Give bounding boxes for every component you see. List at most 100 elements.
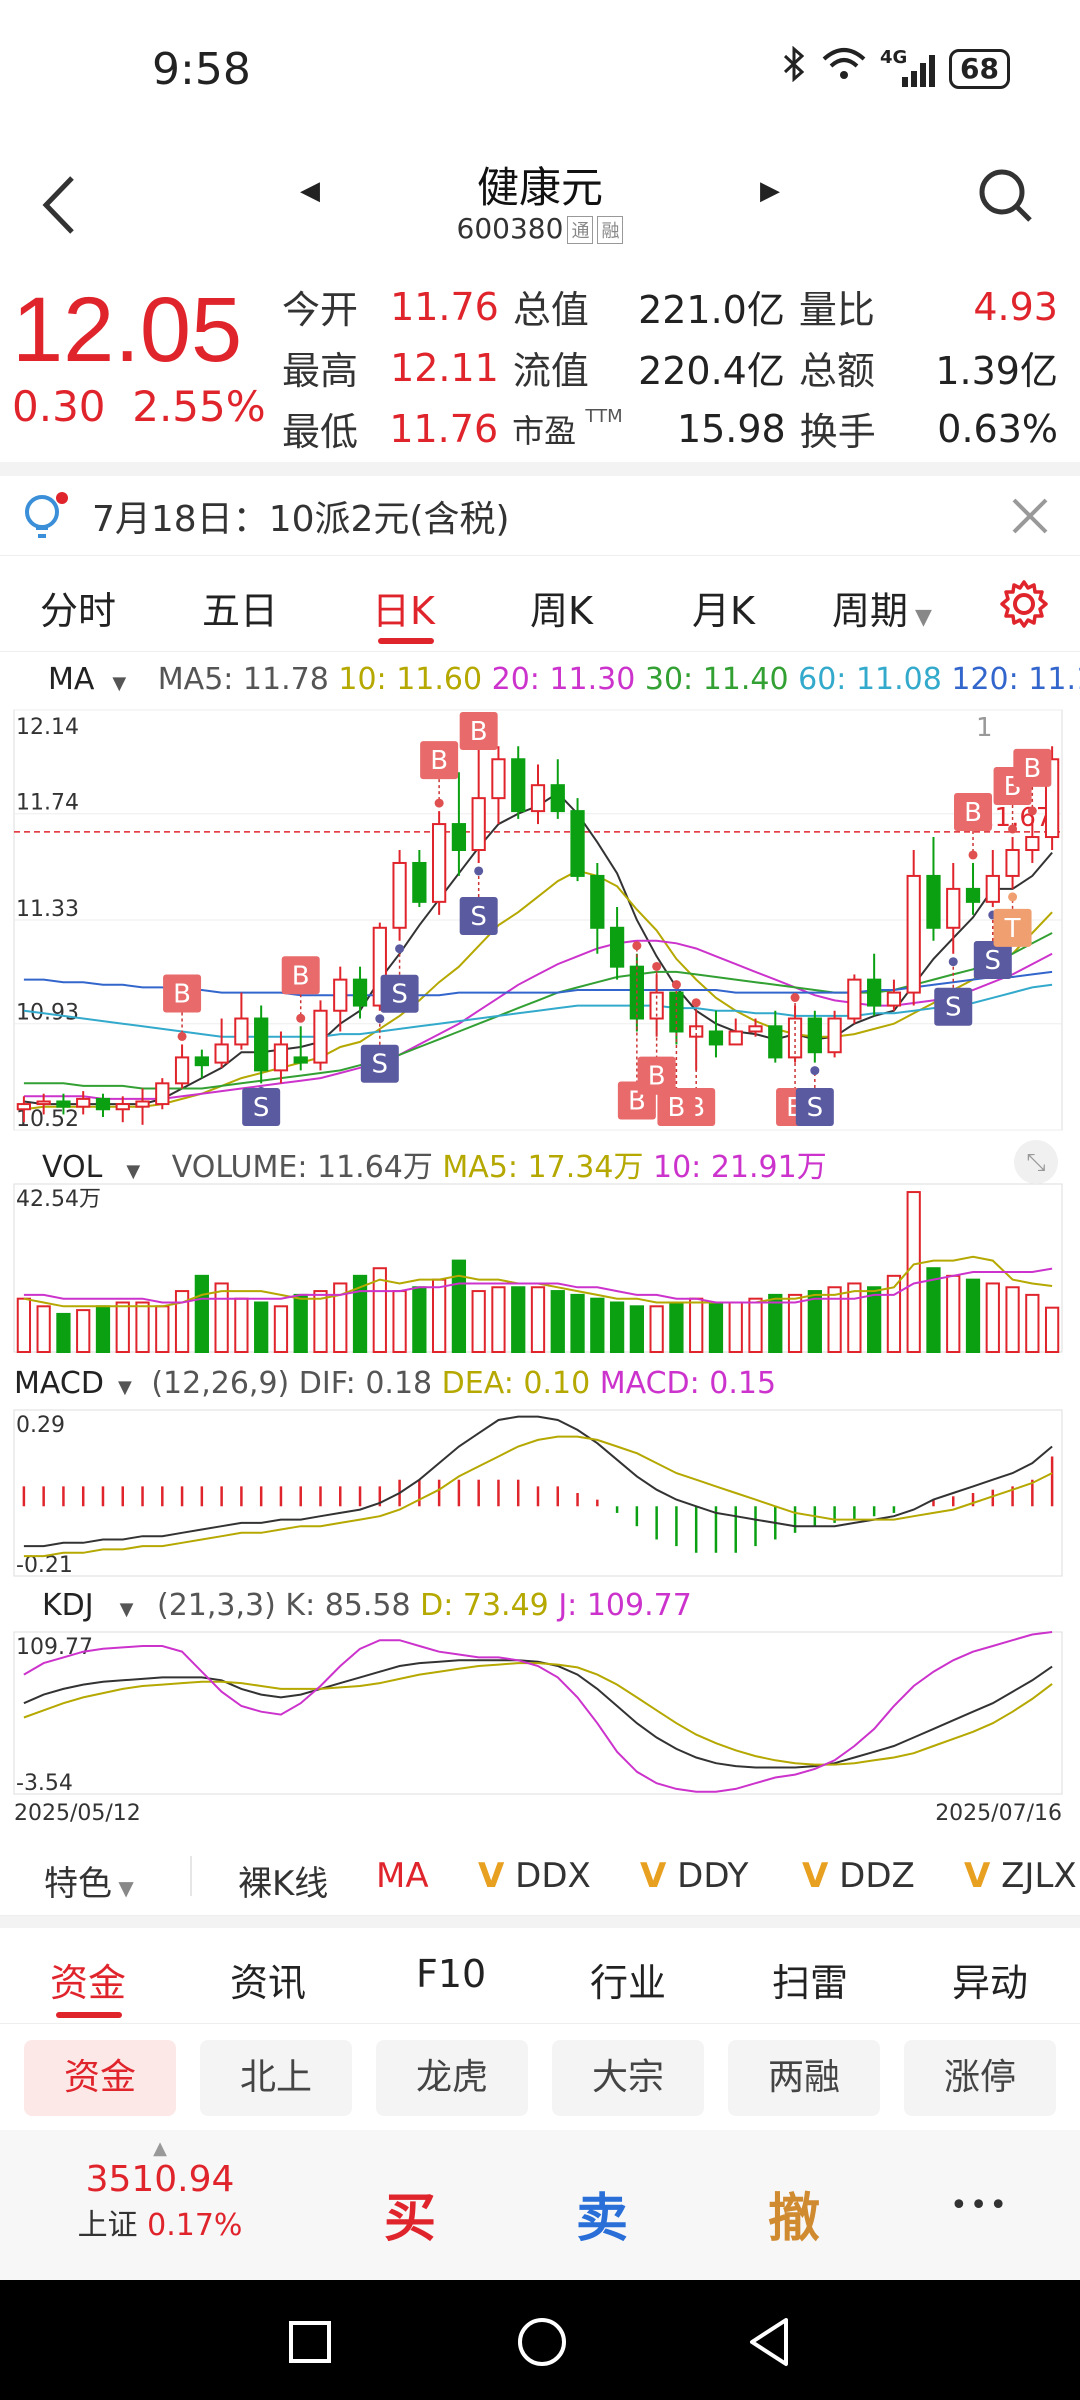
kdj-label[interactable]: KDJ xyxy=(42,1588,94,1623)
close-notice-button[interactable] xyxy=(1010,496,1050,540)
candle-body xyxy=(234,1017,249,1046)
search-button[interactable] xyxy=(976,166,1036,230)
dividend-notice[interactable]: 7月18日：10派2元(含税) xyxy=(0,476,1080,556)
signal-badge xyxy=(954,792,993,831)
volume-bar xyxy=(36,1305,51,1353)
candle-body xyxy=(135,1100,150,1108)
indicator-ma[interactable]: MA xyxy=(376,1856,429,1896)
cancel-order-button[interactable]: 撤 xyxy=(768,2189,821,2249)
tab-risk-scan[interactable]: 扫雷 xyxy=(772,1961,849,2005)
volume-bar xyxy=(76,1309,91,1353)
signal-label: B xyxy=(470,717,488,747)
subtab-limit-up[interactable]: 涨停 xyxy=(904,2040,1056,2116)
tab-intraday[interactable]: 分时 xyxy=(40,589,117,633)
volume-value: VOLUME: 11.64万 xyxy=(171,1150,433,1185)
tab-funds[interactable]: 资金 xyxy=(50,1961,127,2005)
tab-f10[interactable]: F10 xyxy=(416,1952,487,1996)
volume-bar xyxy=(115,1301,130,1353)
subtab-northbound[interactable]: 北上 xyxy=(200,2040,352,2116)
tab-period[interactable]: 周期 ▼ xyxy=(832,580,932,635)
battery-indicator: 68 xyxy=(949,48,1010,89)
ttm-superscript: TTM xyxy=(585,406,623,427)
vol-dropdown-icon[interactable]: ▼ xyxy=(126,1161,141,1182)
indicator-ddx[interactable]: V DDX xyxy=(478,1856,591,1896)
candle-body xyxy=(293,1056,308,1064)
candle-body xyxy=(273,1043,289,1072)
index-up-icon: ▲ xyxy=(153,2138,167,2159)
quote-row: 最低 11.76 市盈 TTM 15.98 换手 0.63% xyxy=(282,398,1072,459)
signal-dot xyxy=(375,1014,385,1024)
signal-badge xyxy=(795,1088,834,1126)
ma60-value: 60: 11.08 xyxy=(798,662,942,697)
volume-bar xyxy=(748,1297,763,1354)
tab-news[interactable]: 资讯 xyxy=(230,1961,307,2005)
candle-body xyxy=(95,1097,111,1111)
subtab-funds[interactable]: 资金 xyxy=(24,2040,176,2116)
volume-bar xyxy=(689,1297,704,1354)
ma-legend: MA ▼ MA5: 11.78 10: 11.60 20: 11.30 30: 1… xyxy=(48,662,1080,697)
quote-label: 市盈 xyxy=(512,411,577,450)
indicator-ddz[interactable]: V DDZ xyxy=(802,1856,915,1896)
ddy-label: DDY xyxy=(677,1856,749,1896)
tab-five-day[interactable]: 五日 xyxy=(202,589,279,633)
indicator-ddy[interactable]: V DDY xyxy=(640,1856,748,1896)
index-widget[interactable]: ▲ 3510.94 上证 0.17% xyxy=(40,2138,280,2244)
price-tick-label: 12.14 xyxy=(16,715,79,740)
macd-line-DEA xyxy=(23,1435,1053,1558)
signal-dot xyxy=(474,866,484,876)
chart-settings-button[interactable] xyxy=(998,578,1050,634)
quote-value: 12.11 xyxy=(390,345,499,390)
k-value: K: 85.58 xyxy=(285,1588,411,1623)
signal-label: B xyxy=(292,961,310,991)
candle-body xyxy=(689,1025,704,1038)
nav-back-button[interactable] xyxy=(746,2316,792,2372)
signal-badge xyxy=(380,974,419,1013)
volume-bar xyxy=(1044,1306,1060,1354)
macd-dropdown-icon[interactable]: ▼ xyxy=(117,1377,132,1398)
signal-label: S xyxy=(807,1093,824,1123)
chart-area[interactable]: 12.1411.7411.3310.9310.5211.67BSBSSBSBBB… xyxy=(0,700,1080,1836)
ma-label[interactable]: MA xyxy=(48,662,95,697)
volume-bar xyxy=(491,1286,506,1353)
signal-badge xyxy=(459,896,498,935)
indicator-naked-k[interactable]: 裸K线 xyxy=(238,1864,329,1904)
caret-down-icon: ▼ xyxy=(908,605,932,630)
vol-label[interactable]: VOL xyxy=(42,1150,103,1185)
tab-movement[interactable]: 异动 xyxy=(952,1961,1029,2005)
buy-button[interactable]: 买 xyxy=(384,2189,437,2249)
tab-daily-k[interactable]: 日K xyxy=(372,589,435,633)
quote-value: 0.63% xyxy=(937,406,1058,451)
subtab-dragon-tiger[interactable]: 龙虎 xyxy=(376,2040,528,2116)
feature-dropdown[interactable]: 特色 ▼ xyxy=(44,1856,134,1905)
ma10-value: 10: 11.60 xyxy=(338,662,483,697)
more-button[interactable]: ••• xyxy=(950,2188,1010,2223)
status-bar: 9:58 4G 68 xyxy=(0,0,1080,140)
recent-apps-button[interactable] xyxy=(288,2320,332,2368)
next-stock-button[interactable]: ▶ xyxy=(760,176,780,206)
volume-bar xyxy=(56,1312,71,1354)
signal-badge xyxy=(360,1044,399,1083)
sell-button[interactable]: 卖 xyxy=(576,2189,629,2249)
volume-bar xyxy=(847,1282,862,1354)
tab-monthly-k[interactable]: 月K xyxy=(692,589,755,633)
kdj-dropdown-icon[interactable]: ▼ xyxy=(119,1599,134,1620)
subtab-block-trade[interactable]: 大宗 xyxy=(552,2040,704,2116)
candle-body xyxy=(432,823,447,903)
candle-body xyxy=(333,978,348,1012)
indicator-zjlx[interactable]: V ZJLX xyxy=(964,1856,1080,1896)
candle-body xyxy=(728,1030,743,1046)
candle-body xyxy=(194,1056,209,1067)
volume-bar xyxy=(827,1286,842,1353)
active-tab-indicator xyxy=(378,638,434,644)
tab-industry[interactable]: 行业 xyxy=(590,1961,667,2005)
tab-weekly-k[interactable]: 周K xyxy=(530,589,593,633)
expand-chart-button[interactable]: ⤡ xyxy=(1014,1140,1058,1184)
macd-label[interactable]: MACD xyxy=(14,1366,104,1401)
divider xyxy=(0,462,1080,476)
ma-dropdown-icon[interactable]: ▼ xyxy=(112,673,127,694)
prev-stock-button[interactable]: ◀ xyxy=(300,176,320,206)
signal-label: B xyxy=(173,979,191,1009)
subtab-margin[interactable]: 两融 xyxy=(728,2040,880,2116)
home-button[interactable] xyxy=(516,2316,568,2372)
back-button[interactable] xyxy=(38,170,88,240)
